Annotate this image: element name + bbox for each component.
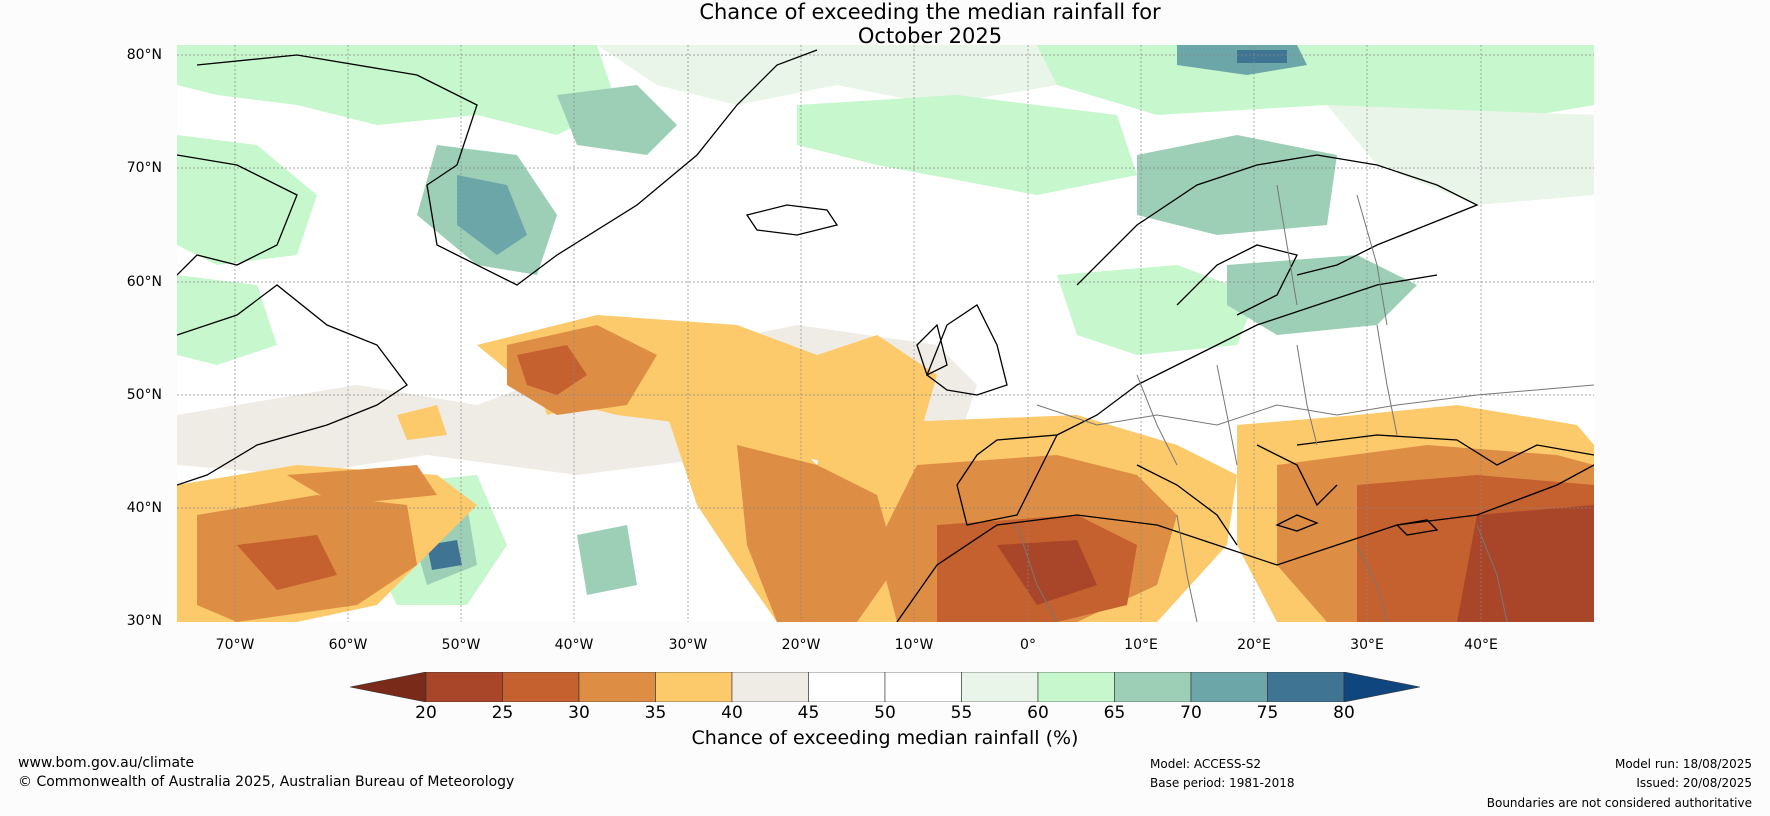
colorbar-tick-35: 35 (644, 703, 667, 723)
colorbar-segment-45-50 (808, 671, 886, 703)
chart-title: Chance of exceeding the median rainfall … (0, 0, 1770, 48)
copyright-text: © Commonwealth of Australia 2025, Austra… (18, 774, 515, 790)
colorbar-svg (349, 671, 1421, 703)
colorbar-tick-20: 20 (415, 703, 437, 723)
colorbar-segment-30-35 (578, 671, 656, 703)
title-line-1: Chance of exceeding the median rainfall … (699, 0, 1161, 24)
lon-label-30w: 30°W (668, 637, 708, 653)
borders (1016, 184, 1594, 622)
model-text: Model: ACCESS-S2 (1150, 757, 1262, 771)
title-line-2: October 2025 (857, 24, 1003, 48)
colorbar-tick-25: 25 (491, 703, 514, 723)
colorbar-segment-70-75 (1190, 671, 1268, 703)
lon-label-20w: 20°W (781, 637, 821, 653)
colorbar-segment-75-80 (1267, 671, 1345, 703)
colorbar-segment-50-55 (884, 671, 962, 703)
colorbar-tick-40: 40 (721, 703, 743, 723)
lon-label-10w: 10°W (894, 637, 934, 653)
model-run-text: Model run: 18/08/2025 (1614, 757, 1752, 771)
lon-label-30e: 30°E (1350, 637, 1384, 653)
colorbar-segment-25-30 (502, 671, 580, 703)
rainfall-map[interactable] (177, 45, 1594, 622)
colorbar-segment-60-65 (1037, 671, 1115, 703)
colorbar-label: Chance of exceeding median rainfall (%) (691, 727, 1079, 749)
issued-text: Issued: 20/08/2025 (1636, 776, 1752, 790)
colorbar-tick-45: 45 (797, 703, 820, 723)
colorbar-tick-60: 60 (1027, 703, 1049, 723)
lon-label-40e: 40°E (1464, 637, 1498, 653)
colorbar-below-20 (349, 671, 427, 703)
colorbar-above-80 (1343, 671, 1421, 703)
colorbar-segment-65-70 (1114, 671, 1192, 703)
lat-label-70n: 70°N (126, 160, 162, 176)
lat-label-50n: 50°N (126, 387, 162, 403)
colorbar-tick-80: 80 (1333, 703, 1355, 723)
lon-label-60w: 60°W (328, 637, 368, 653)
map-svg (177, 45, 1594, 622)
colorbar (349, 671, 1421, 703)
lat-label-80n: 80°N (126, 47, 162, 63)
graticule (177, 45, 1594, 622)
colorbar-tick-55: 55 (950, 703, 973, 723)
lon-label-10e: 10°E (1124, 637, 1158, 653)
lon-label-0: 0° (1020, 637, 1036, 653)
coastlines (177, 49, 1594, 622)
colorbar-tick-75: 75 (1256, 703, 1279, 723)
colorbar-tick-70: 70 (1180, 703, 1202, 723)
colorbar-segment-55-60 (961, 671, 1039, 703)
colorbar-tick-65: 65 (1103, 703, 1126, 723)
lat-label-60n: 60°N (126, 274, 162, 290)
colorbar-tick-50: 50 (874, 703, 896, 723)
lon-label-20e: 20°E (1237, 637, 1271, 653)
lon-label-70w: 70°W (215, 637, 255, 653)
lat-label-40n: 40°N (126, 500, 162, 516)
base-period-text: Base period: 1981-2018 (1150, 776, 1295, 790)
colorbar-segment-20-25 (425, 671, 503, 703)
lon-label-50w: 50°W (441, 637, 481, 653)
website-text: www.bom.gov.au/climate (18, 755, 195, 771)
lon-label-40w: 40°W (554, 637, 594, 653)
disclaimer-text: Boundaries are not considered authoritat… (1486, 796, 1752, 810)
driest-zones (237, 345, 1594, 622)
wet-zones (177, 45, 1594, 605)
lat-label-30n: 30°N (126, 613, 162, 629)
colorbar-tick-30: 30 (568, 703, 590, 723)
colorbar-segment-40-45 (731, 671, 809, 703)
colorbar-segment-35-40 (655, 671, 733, 703)
